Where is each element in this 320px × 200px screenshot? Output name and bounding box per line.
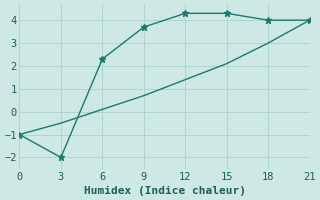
X-axis label: Humidex (Indice chaleur): Humidex (Indice chaleur) [84, 186, 245, 196]
